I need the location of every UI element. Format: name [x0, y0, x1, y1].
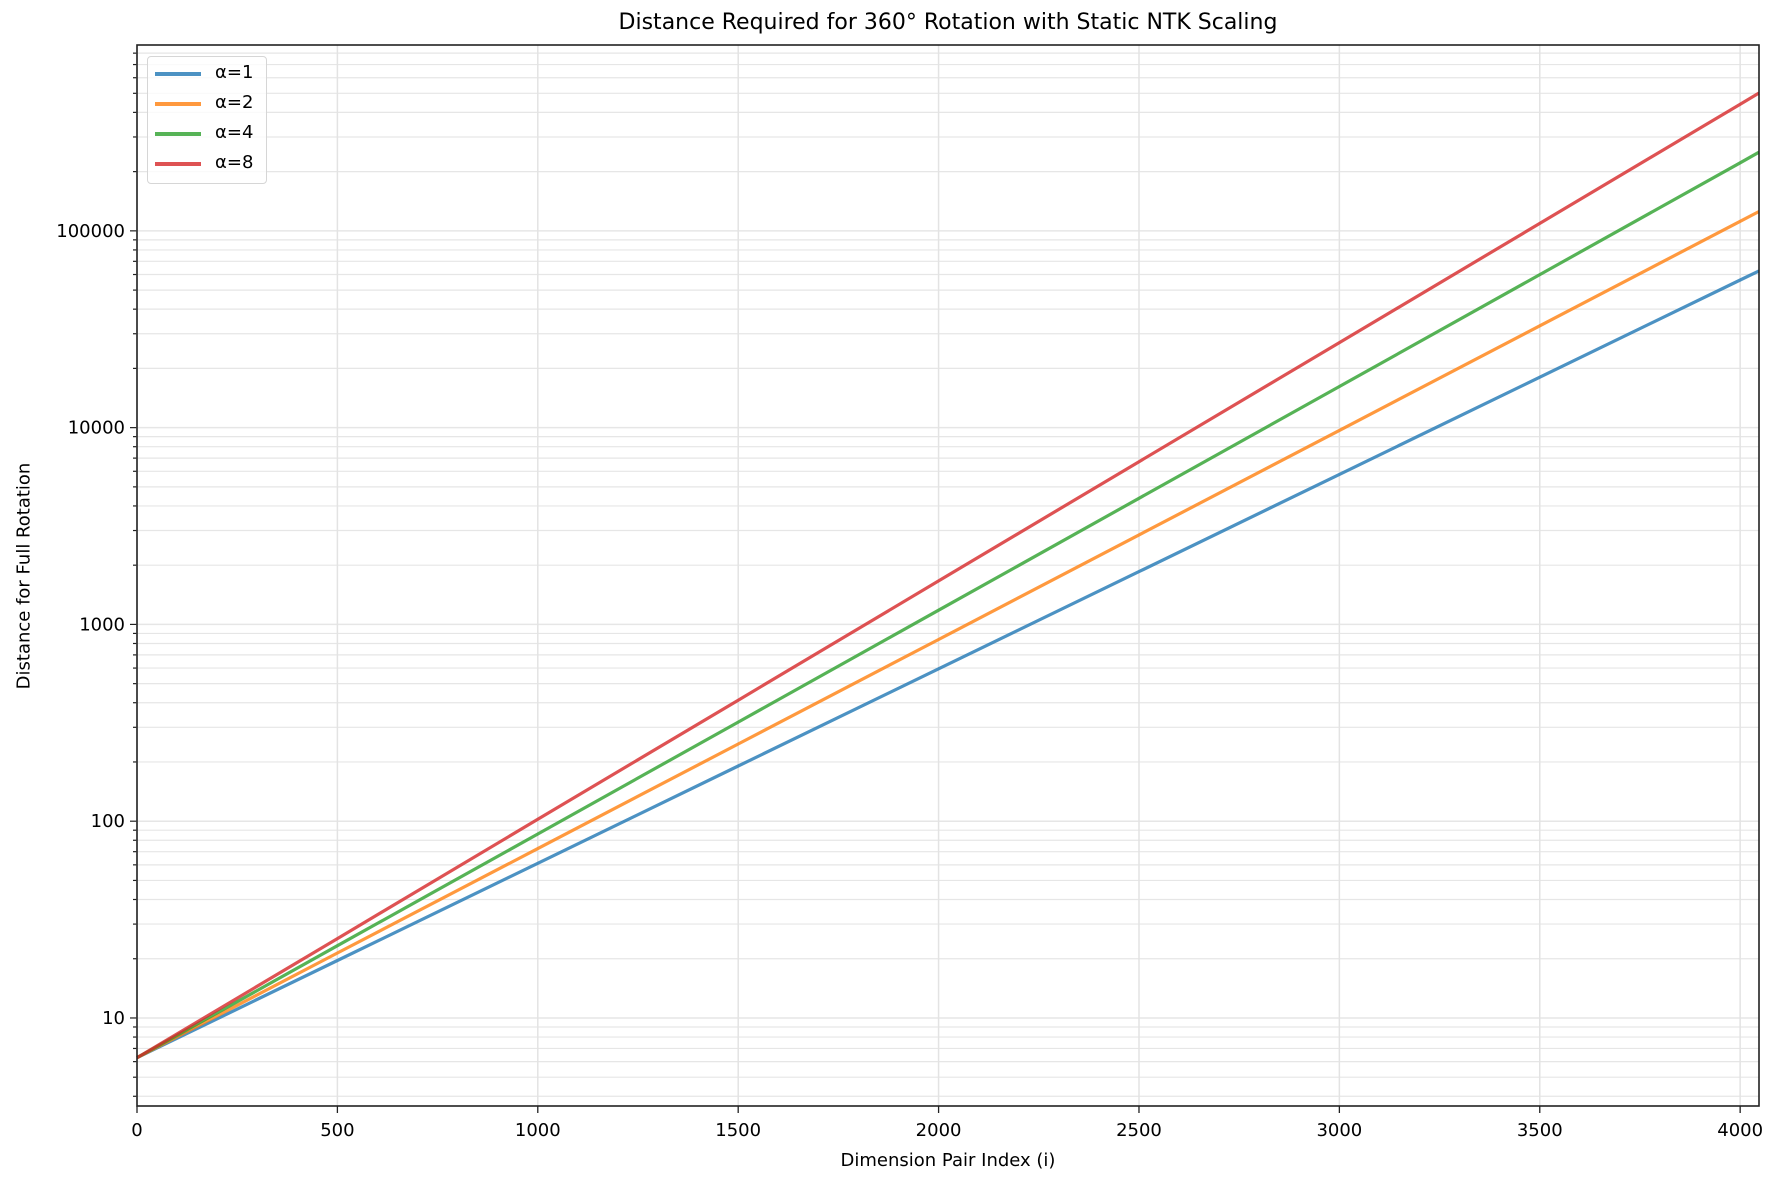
- legend-swatch-icon: [155, 72, 201, 76]
- legend-label: α=8: [215, 152, 254, 173]
- series-line: [136, 91, 1760, 1060]
- y-axis-label: Distance for Full Rotation: [13, 462, 35, 690]
- y-tick-label: 100: [91, 811, 125, 832]
- x-tick-label: 3500: [1517, 1120, 1563, 1141]
- x-tick-label: 2000: [916, 1120, 962, 1141]
- x-tick-label: 1000: [515, 1120, 561, 1141]
- x-tick-label: 3000: [1316, 1120, 1362, 1141]
- y-tick-label: 100000: [56, 221, 125, 242]
- series-line: [136, 269, 1760, 1060]
- chart-title: Distance Required for 360° Rotation with…: [618, 10, 1278, 35]
- legend-item-alpha-1: α=1: [148, 59, 266, 89]
- legend-item-alpha-8: α=8: [148, 149, 266, 179]
- axes-frame: [136, 44, 1760, 1107]
- x-tick-label: 2500: [1116, 1120, 1162, 1141]
- series-line: [136, 210, 1760, 1060]
- legend-label: α=4: [215, 122, 254, 143]
- legend: α=1 α=2 α=4 α=8: [147, 56, 267, 184]
- legend-swatch-icon: [155, 132, 201, 136]
- x-tick-label: 500: [320, 1120, 354, 1141]
- y-tick-label: 1000: [79, 614, 125, 635]
- legend-label: α=1: [215, 62, 254, 83]
- x-axis-label: Dimension Pair Index (i): [840, 1150, 1056, 1171]
- series-line: [136, 150, 1760, 1060]
- x-tick-label: 1500: [715, 1120, 761, 1141]
- x-tick-label: 0: [131, 1120, 142, 1141]
- legend-item-alpha-2: α=2: [148, 89, 266, 119]
- x-tick-label: 4000: [1717, 1120, 1763, 1141]
- legend-item-alpha-4: α=4: [148, 119, 266, 149]
- legend-swatch-icon: [155, 162, 201, 166]
- legend-swatch-icon: [155, 102, 201, 106]
- y-tick-label: 10000: [68, 418, 125, 439]
- legend-label: α=2: [215, 92, 254, 113]
- y-tick-label: 10: [102, 1008, 125, 1029]
